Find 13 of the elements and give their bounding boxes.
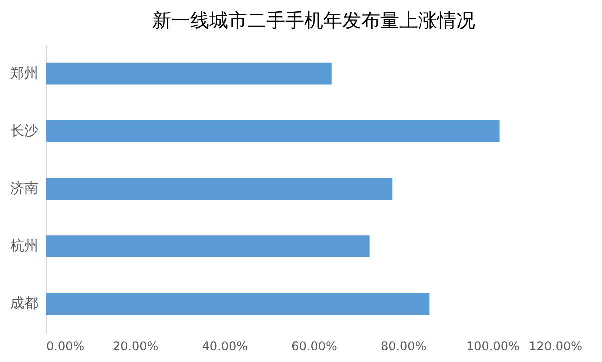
x-tick-label: 120.00% bbox=[529, 340, 582, 354]
x-tick-label: 100.00% bbox=[466, 340, 520, 354]
y-tick-label: 长沙 bbox=[10, 123, 38, 140]
x-tick-label: 40.00% bbox=[202, 340, 248, 354]
x-tick-label: 80.00% bbox=[380, 340, 427, 354]
y-tick-label: 杭州 bbox=[10, 238, 38, 255]
x-tick-label: 0.00% bbox=[46, 340, 85, 354]
chart-title: 新一线城市二手手机年发布量上涨情况 bbox=[152, 10, 476, 32]
x-tick-label: 20.00% bbox=[112, 340, 159, 354]
y-tick-label: 郑州 bbox=[10, 66, 38, 82]
y-tick-label: 成都 bbox=[10, 296, 38, 312]
x-tick-label: 60.00% bbox=[292, 340, 338, 354]
y-tick-label: 济南 bbox=[10, 181, 38, 197]
